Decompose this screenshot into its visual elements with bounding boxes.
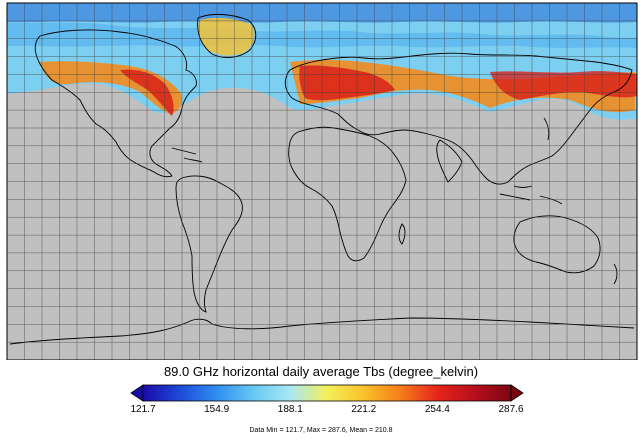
colorbar-gradient <box>142 384 512 402</box>
colorbar-high-arrow <box>510 384 524 402</box>
north-america-outline <box>34 29 197 178</box>
colorbar-tick-label: 188.1 <box>277 404 303 415</box>
antarctica-outline <box>9 317 635 345</box>
australia-outline <box>513 215 601 274</box>
data-stats: Data Min = 121.7, Max = 287.6, Mean = 21… <box>249 427 393 434</box>
new-zealand-outline <box>613 263 618 285</box>
colorbar-tick-label: 121.7 <box>130 404 156 415</box>
warm-band-eurasia <box>290 59 635 113</box>
colorbar-tick-label: 221.2 <box>351 404 377 415</box>
caribbean-outline <box>171 147 203 163</box>
map-frame <box>6 2 638 360</box>
colorbar <box>130 384 524 402</box>
africa-outline <box>288 126 407 262</box>
hot-band-north-america <box>120 69 174 116</box>
hot-band-east-asia <box>490 71 637 100</box>
colorbar-tick-label: 154.9 <box>204 404 230 415</box>
colorbar-low-arrow <box>130 384 144 402</box>
south-america-outline <box>175 175 243 313</box>
eurasia-outline <box>284 52 633 185</box>
india-outline <box>436 139 463 183</box>
colorbar-title: 89.0 GHz horizontal daily average Tbs (d… <box>163 364 479 379</box>
greenland-warm <box>197 17 255 56</box>
madagascar-outline <box>398 223 406 245</box>
world-map <box>6 2 638 360</box>
colorbar-tick-label: 287.6 <box>498 404 524 415</box>
greenland-outline <box>197 13 257 58</box>
grid <box>6 2 638 360</box>
colorbar-tick-label: 254.4 <box>424 404 450 415</box>
